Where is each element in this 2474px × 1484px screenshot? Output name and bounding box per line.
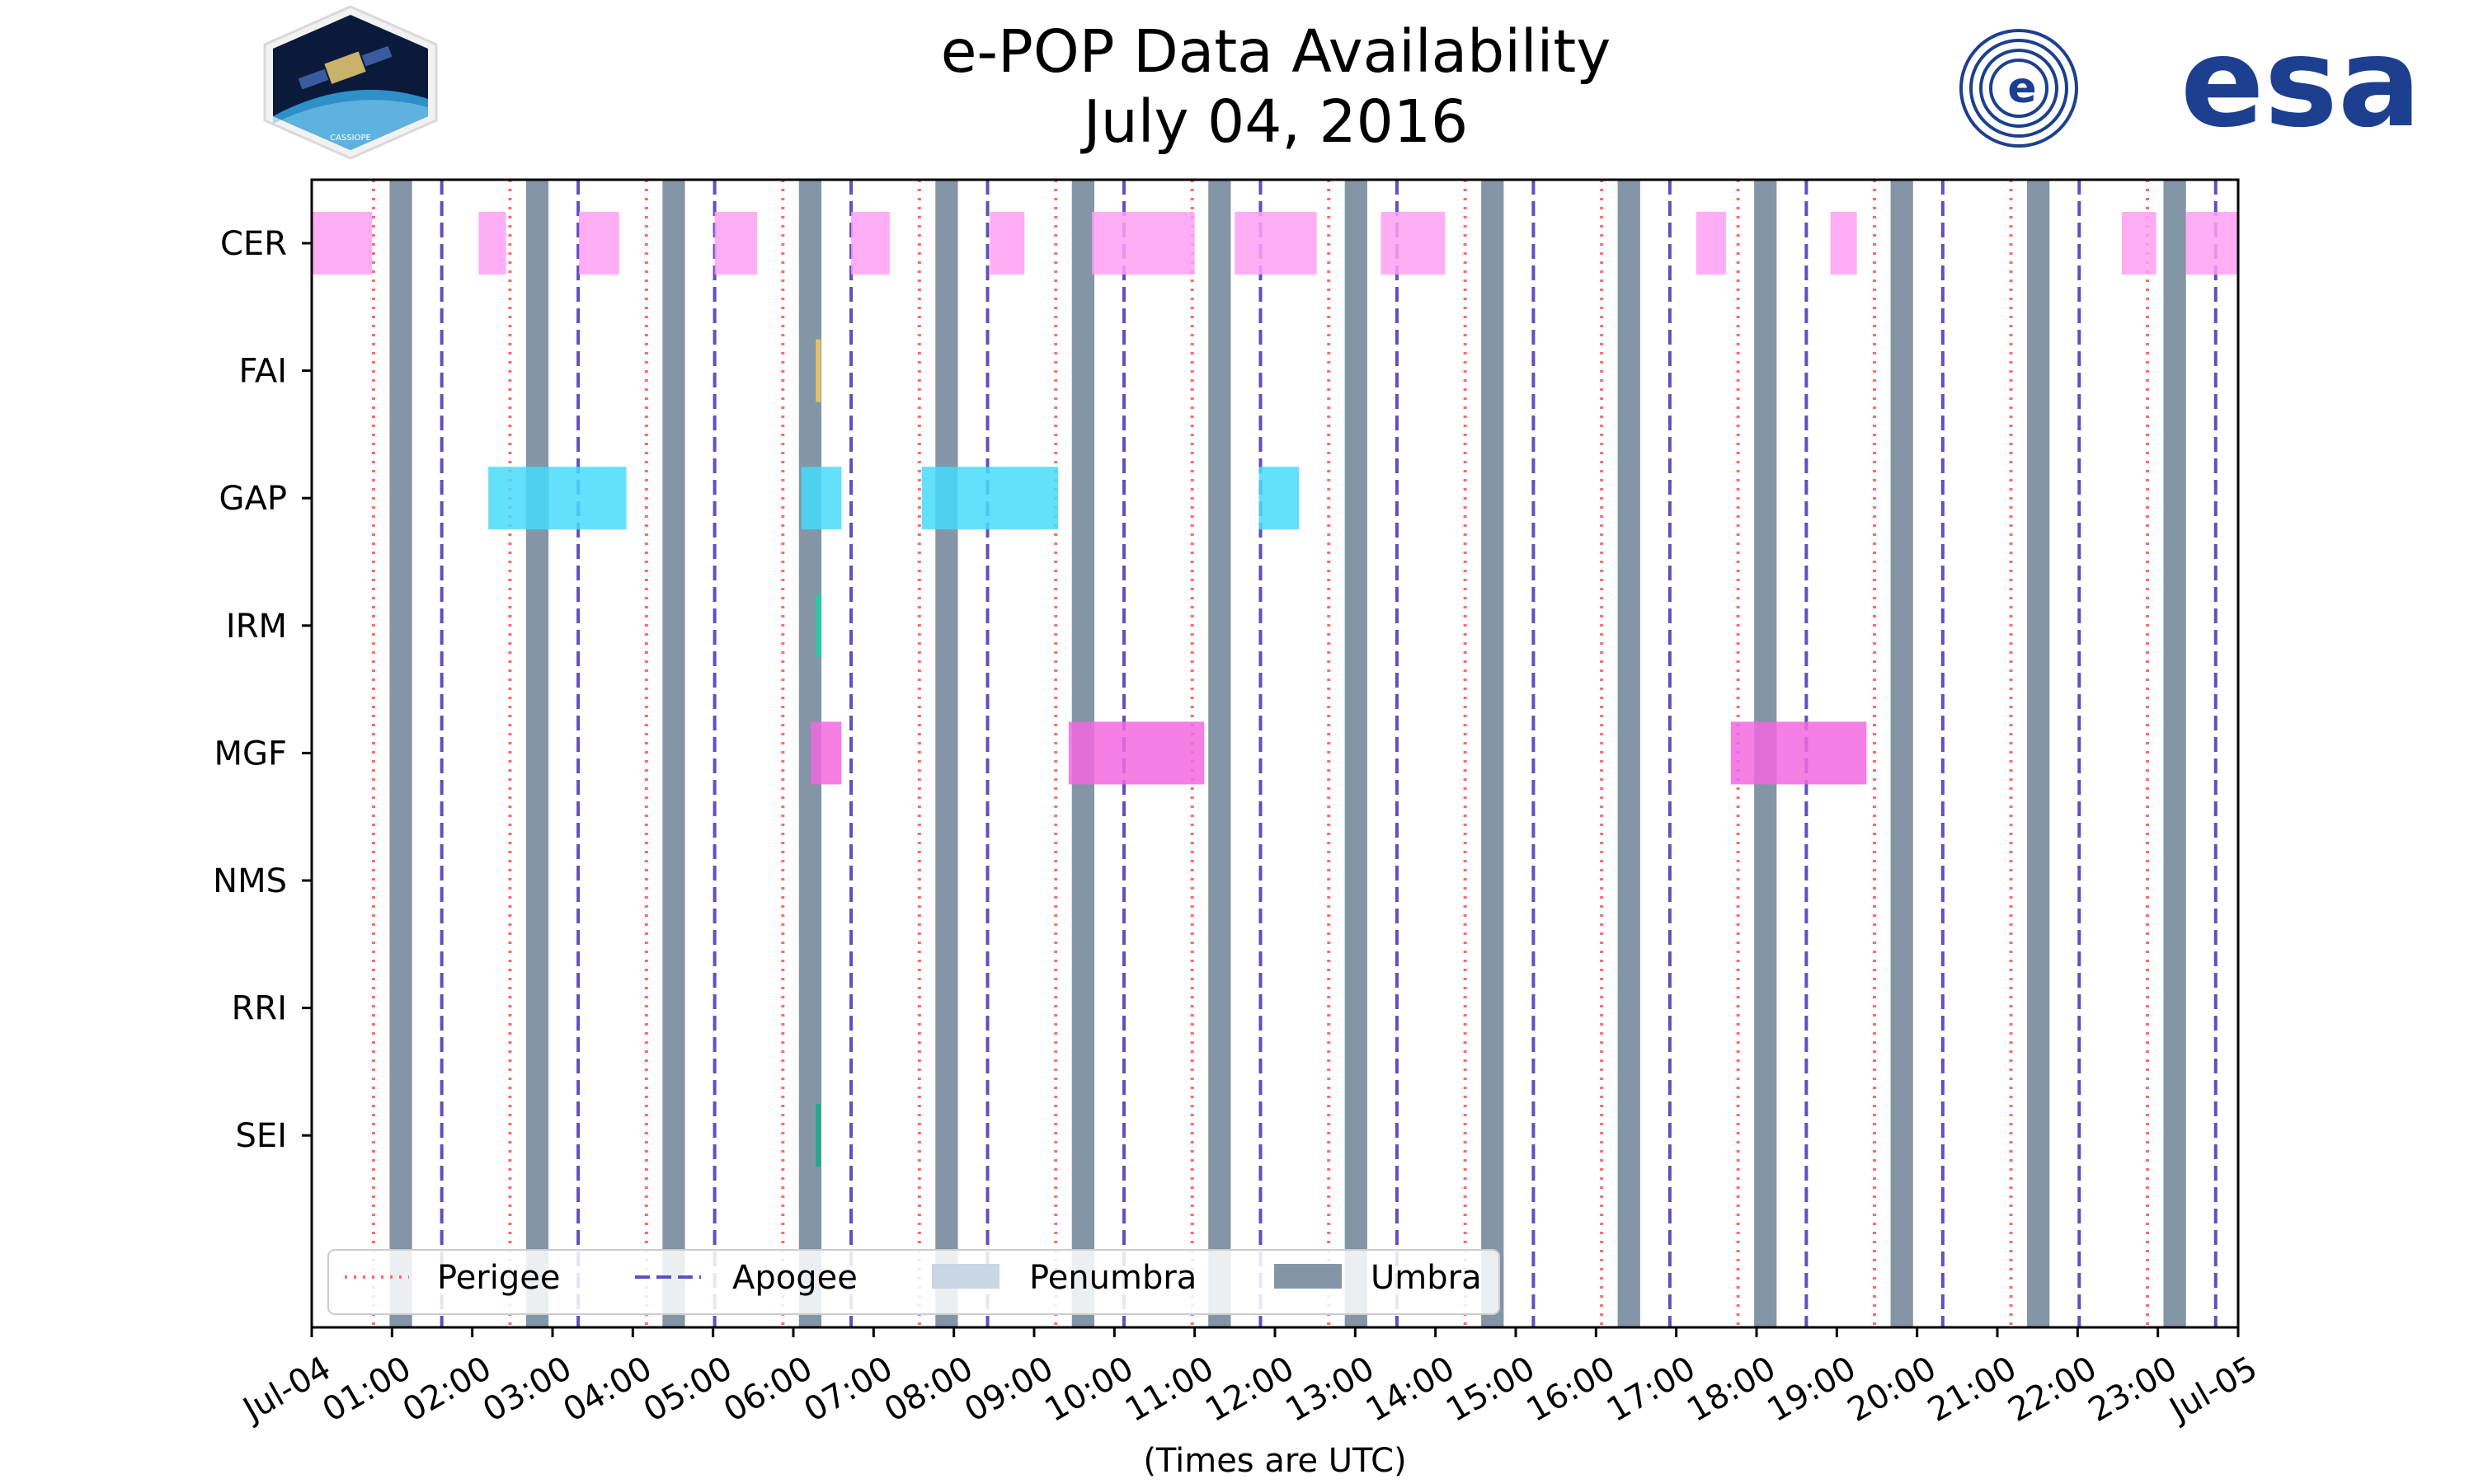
bar-cer [1830,212,1857,275]
plot-area-frame [310,178,2240,1329]
legend-umbra-swatch [1274,1264,1342,1289]
esa-swirl-icon: e [1959,29,2078,148]
bar-cer [2185,212,2238,275]
chart-title-line2: July 04, 2016 [1080,87,1468,156]
x-tick-label: 21:00 [1921,1350,2023,1430]
y-axis: CER FAI GAP IRM MGF NMS RRI SEI [213,225,312,1155]
bar-cer [1092,212,1195,275]
bar-cer [714,212,758,275]
x-tick-label: 17:00 [1601,1350,1702,1430]
umbra-band [662,180,685,1327]
x-axis: Jul-0401:0002:0003:0004:0005:0006:0007:0… [235,1327,2264,1430]
bar-cer [1235,212,1317,275]
x-tick-label: 05:00 [637,1350,739,1430]
umbra-band [1344,180,1367,1327]
bar-gap [488,467,627,530]
x-tick-label: 16:00 [1520,1350,1621,1430]
y-tick-label: GAP [219,480,287,518]
x-tick-label: 19:00 [1761,1350,1862,1430]
bar-cer [1380,212,1446,275]
x-tick-label: 08:00 [878,1350,980,1430]
bar-cer [1696,212,1727,275]
y-tick-label: NMS [213,862,287,900]
bar-gap [921,467,1059,530]
esa-logo: e esa [1959,12,2421,155]
bar-mgf [811,721,842,785]
y-tick-label: IRM [226,608,287,646]
bar-irm [816,594,822,657]
x-tick-label: 01:00 [316,1350,417,1430]
esa-logo-text: esa [2180,12,2421,155]
x-tick-label: 04:00 [557,1350,658,1430]
legend-box [327,1249,1500,1315]
chart-title-line1: e-POP Data Availability [941,17,1611,86]
bar-cer [478,212,506,275]
umbra-band [389,180,412,1327]
x-tick-label: Jul-05 [2161,1350,2264,1430]
x-tick-label: Jul-04 [235,1350,337,1430]
x-axis-label: (Times are UTC) [1143,1442,1406,1480]
umbra-band [1208,180,1231,1327]
bar-mgf [1068,721,1205,785]
umbra-band [1890,180,1913,1327]
x-tick-label: 23:00 [2082,1350,2184,1430]
x-tick-label: 13:00 [1279,1350,1380,1430]
cassiope-logo: CASSIOPE [263,5,438,160]
x-tick-label: 11:00 [1119,1350,1221,1430]
umbra-band [935,180,958,1327]
bar-gap [801,467,842,530]
x-tick-label: 02:00 [397,1350,498,1430]
y-tick-label: SEI [236,1117,287,1155]
satellite-icon [298,45,393,90]
x-tick-label: 07:00 [797,1350,899,1430]
umbra-band [525,180,549,1327]
legend-umbra-label: Umbra [1371,1259,1482,1297]
x-tick-label: 20:00 [1841,1350,1943,1430]
legend-perigee-label: Perigee [437,1259,560,1297]
umbra-band [2027,180,2050,1327]
bar-mgf [1730,721,1867,785]
umbra-band [2163,180,2186,1327]
y-tick-label: CER [220,225,287,263]
bar-fai [816,339,821,402]
bar-gap [1258,467,1300,530]
bar-cer [312,212,372,275]
bar-cer [851,212,890,275]
legend-penumbra-swatch [932,1264,999,1289]
y-tick-label: FAI [239,353,288,391]
legend: Perigee Apogee Penumbra Umbra [327,1249,1500,1315]
umbra-band [1481,180,1504,1327]
bar-cer [579,212,619,275]
x-tick-label: 22:00 [2001,1350,2103,1430]
bar-sei [816,1104,821,1167]
legend-penumbra-label: Penumbra [1029,1259,1197,1297]
y-tick-label: MGF [214,735,287,773]
cassiope-logo-text: CASSIOPE [330,134,371,143]
x-tick-label: 18:00 [1681,1350,1782,1430]
x-tick-label: 10:00 [1038,1350,1140,1430]
data-availability-bars [312,212,2238,1167]
x-tick-label: 03:00 [477,1350,578,1430]
x-tick-label: 15:00 [1440,1350,1541,1430]
x-tick-label: 06:00 [717,1350,819,1430]
bar-cer [990,212,1025,275]
umbra-bands [389,180,2186,1327]
apogee-lines [440,180,2218,1327]
x-tick-label: 14:00 [1360,1350,1461,1430]
x-tick-label: 12:00 [1199,1350,1300,1430]
bar-cer [2121,212,2157,275]
svg-text:e: e [2007,63,2036,113]
y-tick-label: RRI [232,990,287,1028]
x-tick-label: 09:00 [958,1350,1060,1430]
legend-apogee-label: Apogee [732,1259,858,1297]
umbra-band [1617,180,1640,1327]
